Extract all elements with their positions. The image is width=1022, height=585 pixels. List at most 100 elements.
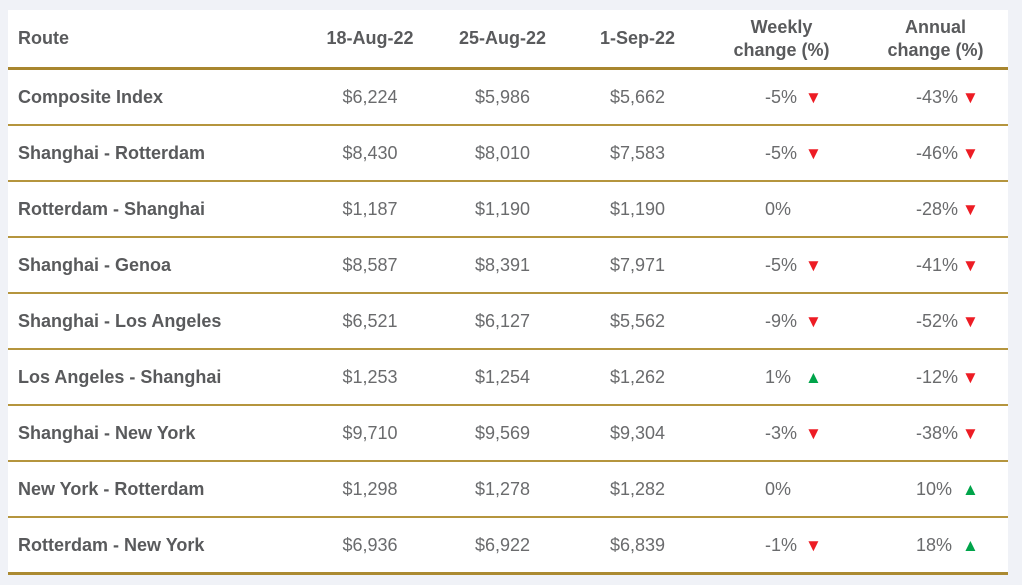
annual-change-value: -12% (916, 366, 959, 387)
column-header-date-2: 25-Aug-22 (430, 10, 575, 70)
rate-value-date-1: $6,224 (310, 68, 430, 126)
down-triangle-icon: ▼ (962, 255, 979, 275)
rate-value-date-2: $8,391 (430, 237, 575, 294)
down-triangle-icon: ▼ (962, 311, 979, 331)
rate-value-date-3: $7,971 (575, 237, 700, 294)
weekly-change-value: -9% (765, 310, 798, 331)
rate-value-date-2: $1,254 (430, 349, 575, 406)
table-row: Rotterdam - New York $6,936 $6,922 $6,83… (8, 517, 1008, 575)
annual-change-value: -38% (916, 422, 959, 443)
annual-change-value: 10% (916, 478, 953, 499)
down-triangle-icon: ▼ (962, 199, 979, 219)
route-name: New York - Rotterdam (8, 461, 310, 518)
rate-value-date-3: $6,839 (575, 517, 700, 575)
rate-value-date-3: $5,562 (575, 293, 700, 350)
annual-change-cell: -46% ▼ (855, 125, 1008, 182)
rate-value-date-3: $1,262 (575, 349, 700, 406)
route-name: Shanghai - New York (8, 405, 310, 462)
weekly-change-cell: -9% ▼ (700, 293, 855, 350)
route-name: Los Angeles - Shanghai (8, 349, 310, 406)
route-name: Composite Index (8, 68, 310, 126)
weekly-change-value: 0% (765, 198, 792, 219)
rate-value-date-1: $1,253 (310, 349, 430, 406)
annual-change-cell: -41% ▼ (855, 237, 1008, 294)
rate-value-date-2: $6,922 (430, 517, 575, 575)
weekly-change-cell: -5% ▼ (700, 68, 855, 126)
header-row: Route 18-Aug-22 25-Aug-22 1-Sep-22 Weekl… (8, 10, 1008, 70)
rate-value-date-2: $9,569 (430, 405, 575, 462)
rate-value-date-1: $8,430 (310, 125, 430, 182)
column-header-route: Route (8, 10, 310, 70)
rate-value-date-1: $1,298 (310, 461, 430, 518)
column-header-weekly-change-label: Weekly change (%) (733, 17, 830, 60)
table-row: New York - Rotterdam $1,298 $1,278 $1,28… (8, 461, 1008, 518)
route-name: Shanghai - Rotterdam (8, 125, 310, 182)
down-triangle-icon: ▼ (805, 255, 822, 275)
weekly-change-cell: -1% ▼ (700, 517, 855, 575)
weekly-change-value: -5% (765, 254, 798, 275)
up-triangle-icon: ▲ (962, 535, 979, 555)
rate-value-date-1: $8,587 (310, 237, 430, 294)
annual-change-value: -46% (916, 142, 959, 163)
weekly-change-value: -1% (765, 534, 798, 555)
weekly-change-value: -5% (765, 142, 798, 163)
rate-value-date-1: $6,521 (310, 293, 430, 350)
weekly-change-value: 0% (765, 478, 792, 499)
rate-value-date-2: $6,127 (430, 293, 575, 350)
table-row: Shanghai - New York $9,710 $9,569 $9,304… (8, 405, 1008, 462)
rate-value-date-2: $1,278 (430, 461, 575, 518)
route-name: Shanghai - Genoa (8, 237, 310, 294)
down-triangle-icon: ▼ (805, 143, 822, 163)
down-triangle-icon: ▼ (805, 423, 822, 443)
weekly-change-cell: -3% ▼ (700, 405, 855, 462)
rate-value-date-1: $6,936 (310, 517, 430, 575)
down-triangle-icon: ▼ (962, 87, 979, 107)
down-triangle-icon: ▼ (962, 143, 979, 163)
weekly-change-cell: 1% ▲ (700, 349, 855, 406)
table-row: Los Angeles - Shanghai $1,253 $1,254 $1,… (8, 349, 1008, 406)
route-name: Rotterdam - Shanghai (8, 181, 310, 238)
annual-change-cell: -43% ▼ (855, 68, 1008, 126)
rate-value-date-3: $9,304 (575, 405, 700, 462)
column-header-date-3: 1-Sep-22 (575, 10, 700, 70)
annual-change-value: -52% (916, 310, 959, 331)
rate-value-date-3: $1,282 (575, 461, 700, 518)
annual-change-cell: 10% ▲ (855, 461, 1008, 518)
down-triangle-icon: ▼ (962, 367, 979, 387)
rate-value-date-1: $9,710 (310, 405, 430, 462)
table-row: Shanghai - Los Angeles $6,521 $6,127 $5,… (8, 293, 1008, 350)
weekly-change-value: 1% (765, 366, 792, 387)
column-header-date-1: 18-Aug-22 (310, 10, 430, 70)
table-row: Rotterdam - Shanghai $1,187 $1,190 $1,19… (8, 181, 1008, 238)
rate-value-date-2: $1,190 (430, 181, 575, 238)
annual-change-value: -43% (916, 86, 959, 107)
rate-value-date-2: $5,986 (430, 68, 575, 126)
weekly-change-cell: -5% ▼ (700, 237, 855, 294)
column-header-annual-change: Annual change (%) (855, 10, 1008, 70)
table-body: Composite Index $6,224 $5,986 $5,662 -5%… (8, 68, 1008, 575)
column-header-weekly-change: Weekly change (%) (700, 10, 855, 70)
rate-value-date-3: $7,583 (575, 125, 700, 182)
rate-value-date-3: $5,662 (575, 68, 700, 126)
annual-change-cell: -52% ▼ (855, 293, 1008, 350)
down-triangle-icon: ▼ (805, 87, 822, 107)
annual-change-cell: 18% ▲ (855, 517, 1008, 575)
rate-value-date-2: $8,010 (430, 125, 575, 182)
down-triangle-icon: ▼ (962, 423, 979, 443)
table-row: Composite Index $6,224 $5,986 $5,662 -5%… (8, 68, 1008, 126)
table-row: Shanghai - Rotterdam $8,430 $8,010 $7,58… (8, 125, 1008, 182)
weekly-change-cell: -5% ▼ (700, 125, 855, 182)
weekly-change-value: -3% (765, 422, 798, 443)
up-triangle-icon: ▲ (962, 479, 979, 499)
annual-change-cell: -12% ▼ (855, 349, 1008, 406)
annual-change-value: 18% (916, 534, 953, 555)
down-triangle-icon: ▼ (805, 535, 822, 555)
annual-change-cell: -28% ▼ (855, 181, 1008, 238)
route-name: Shanghai - Los Angeles (8, 293, 310, 350)
rates-table-card: Route 18-Aug-22 25-Aug-22 1-Sep-22 Weekl… (8, 10, 1008, 575)
table-row: Shanghai - Genoa $8,587 $8,391 $7,971 -5… (8, 237, 1008, 294)
route-name: Rotterdam - New York (8, 517, 310, 575)
annual-change-cell: -38% ▼ (855, 405, 1008, 462)
weekly-change-cell: 0% (700, 181, 855, 238)
annual-change-value: -28% (916, 198, 959, 219)
